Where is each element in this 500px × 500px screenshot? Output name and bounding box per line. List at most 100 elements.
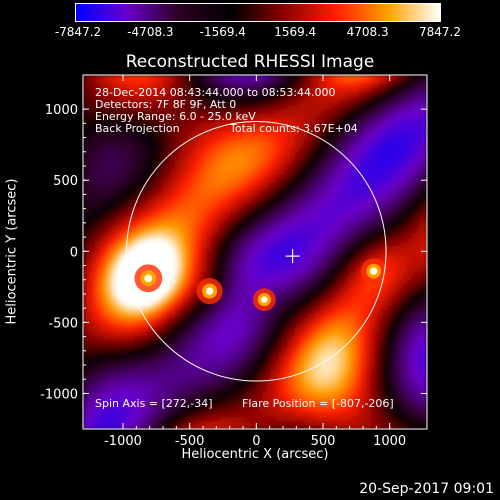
heatmap-cell (267, 207, 272, 213)
heatmap-cell (139, 343, 144, 349)
heatmap-cell (103, 373, 108, 379)
heatmap-cell (223, 365, 228, 370)
heatmap-cell (303, 416, 308, 422)
heatmap-cell (103, 181, 108, 187)
heatmap-cell (223, 266, 228, 272)
heatmap-cell (159, 365, 164, 370)
heatmap-cell (287, 360, 292, 366)
heatmap-cell (135, 424, 140, 429)
heatmap-cell (187, 87, 192, 93)
heatmap-cell (231, 164, 236, 170)
heatmap-cell (163, 305, 168, 311)
heatmap-cell (135, 194, 140, 200)
heatmap-cell (147, 87, 152, 93)
heatmap-cell (299, 228, 304, 234)
heatmap-cell (87, 326, 92, 332)
heatmap-cell (199, 347, 204, 353)
heatmap-cell (87, 386, 92, 392)
heatmap-cell (131, 232, 136, 238)
heatmap-cell (247, 275, 252, 281)
heatmap-cell (127, 96, 132, 102)
heatmap-cell (119, 424, 124, 429)
heatmap-cell (171, 301, 176, 306)
heatmap-cell (111, 360, 116, 366)
heatmap-cell (311, 117, 316, 123)
heatmap-cell (211, 271, 216, 277)
heatmap-cell (155, 322, 160, 328)
heatmap-cell (287, 420, 292, 426)
heatmap-cell (295, 394, 300, 400)
heatmap-cell (303, 220, 308, 225)
heatmap-cell (163, 164, 168, 170)
heatmap-cell (295, 403, 300, 409)
heatmap-cell (187, 275, 192, 281)
heatmap-cell (115, 249, 120, 255)
heatmap-cell (219, 382, 224, 387)
heatmap-cell (291, 113, 296, 119)
heatmap-cell (279, 309, 284, 315)
heatmap-cell (143, 143, 148, 149)
heatmap-cell (299, 394, 304, 400)
heatmap-cell (167, 313, 172, 319)
heatmap-cell (143, 232, 148, 238)
heatmap-cell (171, 109, 176, 114)
heatmap-cell (171, 104, 176, 110)
heatmap-cell (319, 330, 324, 336)
heatmap-cell (111, 181, 116, 187)
heatmap-cell (159, 177, 164, 183)
heatmap-cell (123, 113, 128, 119)
heatmap-cell (143, 177, 148, 183)
heatmap-cell (283, 245, 288, 251)
heatmap-cell (159, 194, 164, 200)
heatmap-cell (271, 258, 276, 264)
heatmap-cell (259, 394, 264, 400)
heatmap-cell (123, 151, 128, 157)
heatmap-cell (107, 373, 112, 379)
heatmap-cell (203, 416, 208, 422)
heatmap-cell (295, 173, 300, 178)
heatmap-cell (119, 211, 124, 217)
heatmap-cell (111, 113, 116, 119)
heatmap-cell (191, 271, 196, 277)
heatmap-cell (251, 100, 256, 106)
heatmap-cell (163, 113, 168, 119)
heatmap-cell (175, 390, 180, 396)
heatmap-cell (319, 75, 324, 80)
heatmap-cell (119, 224, 124, 230)
heatmap-cell (99, 424, 104, 429)
heatmap-cell (115, 198, 120, 204)
heatmap-cell (295, 185, 300, 191)
heatmap-cell (103, 279, 108, 285)
heatmap-cell (95, 288, 100, 294)
heatmap-cell (87, 292, 92, 298)
heatmap-cell (111, 245, 116, 251)
heatmap-cell (283, 202, 288, 208)
heatmap-cell (235, 185, 240, 191)
heatmap-cell (287, 211, 292, 217)
heatmap-cell (299, 232, 304, 238)
heatmap-cell (307, 126, 312, 132)
heatmap-cell (195, 386, 200, 392)
heatmap-cell (247, 160, 252, 166)
heatmap-cell (175, 126, 180, 132)
heatmap-cell (171, 249, 176, 255)
heatmap-cell (159, 87, 164, 93)
heatmap-cell (183, 237, 188, 242)
heatmap-cell (311, 403, 316, 409)
heatmap-cell (203, 352, 208, 358)
heatmap-cell (291, 207, 296, 213)
heatmap-cell (239, 138, 244, 144)
heatmap-cell (143, 386, 148, 392)
heatmap-cell (231, 292, 236, 298)
heatmap-cell (135, 335, 140, 341)
heatmap-cell (87, 420, 92, 426)
heatmap-cell (239, 420, 244, 426)
heatmap-cell (243, 211, 248, 217)
heatmap-cell (159, 228, 164, 234)
heatmap-cell (239, 173, 244, 178)
heatmap-cell (171, 117, 176, 123)
heatmap-cell (311, 134, 316, 140)
heatmap-cell (179, 407, 184, 413)
heatmap-cell (91, 100, 96, 106)
heatmap-cell (315, 386, 320, 392)
